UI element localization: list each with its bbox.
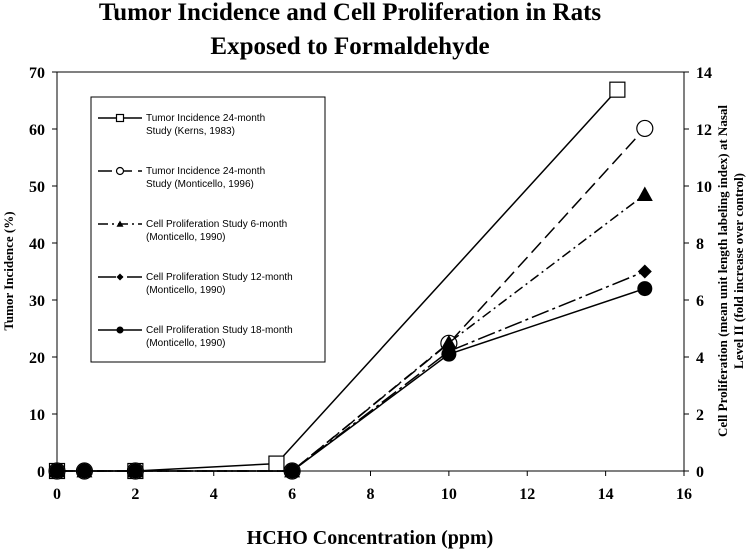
chart-title-line-2: Exposed to Formaldehyde xyxy=(210,33,489,60)
series-4-point-3 xyxy=(284,463,300,479)
x-tick-label-3: 6 xyxy=(288,486,296,503)
x-tick-label-8: 16 xyxy=(676,486,692,503)
y2-tick-label-0: 0 xyxy=(696,464,704,481)
series-4-point-1 xyxy=(76,463,92,479)
legend-marker-3 xyxy=(116,273,124,281)
x-tick-label-6: 12 xyxy=(519,486,535,503)
y-tick-label-6: 60 xyxy=(29,122,45,139)
series-layer xyxy=(48,81,654,480)
legend-label-4-0: Cell Proliferation Study 18-month xyxy=(146,325,293,336)
x-tick-label-2: 4 xyxy=(210,486,218,503)
x-tick-label-5: 10 xyxy=(441,486,457,503)
y-tick-label-1: 10 xyxy=(29,407,45,424)
series-0-point-2 xyxy=(268,455,285,472)
y-tick-label-2: 20 xyxy=(29,350,45,367)
x-tick-label-4: 8 xyxy=(367,486,375,503)
y2-axis-title-line-2: Level II (fold increase over control) xyxy=(731,173,746,369)
series-3-point-5 xyxy=(637,264,652,279)
y-tick-label-5: 50 xyxy=(29,179,45,196)
y2-tick-label-7: 14 xyxy=(696,65,712,82)
y-tick-label-0: 0 xyxy=(37,464,45,481)
legend-label-3-1: (Monticello, 1990) xyxy=(146,285,225,296)
legend-marker-1 xyxy=(115,166,125,176)
y-tick-label-7: 70 xyxy=(29,65,45,82)
y2-axis-title: Cell Proliferation (mean unit length lab… xyxy=(715,105,746,437)
legend: Tumor Incidence 24-month Study (Kerns, 19… xyxy=(90,96,326,363)
y2-tick-label-1: 2 xyxy=(696,407,704,424)
x-tick-label-0: 0 xyxy=(53,486,61,503)
y-tick-label-3: 30 xyxy=(29,293,45,310)
legend-marker-2 xyxy=(116,220,124,227)
legend-marker-4 xyxy=(116,326,124,334)
y2-tick-label-3: 6 xyxy=(696,293,704,310)
series-4-point-4 xyxy=(441,346,457,362)
legend-label-3-0: Cell Proliferation Study 12-month xyxy=(146,272,293,283)
legend-label-1-0: Tumor Incidence 24-month xyxy=(146,166,265,177)
legend-label-0-0: Tumor Incidence 24-month xyxy=(146,113,265,124)
legend-label-2-1: (Monticello, 1990) xyxy=(146,232,225,243)
y-tick-label-4: 40 xyxy=(29,236,45,253)
y-axis-title: Tumor Incidence (%) xyxy=(1,211,16,330)
y2-tick-label-5: 10 xyxy=(696,179,712,196)
x-axis-title: HCHO Concentration (ppm) xyxy=(247,527,494,549)
legend-label-1-1: Study (Monticello, 1996) xyxy=(146,179,254,190)
x-tick-label-1: 2 xyxy=(131,486,139,503)
legend-label-0-1: Study (Kerns, 1983) xyxy=(146,126,235,137)
series-2-point-4 xyxy=(440,334,457,350)
series-1-point-5 xyxy=(636,119,654,138)
legend-box xyxy=(90,96,326,363)
legend-label-2-0: Cell Proliferation Study 6-month xyxy=(146,219,287,230)
series-0-point-3 xyxy=(609,81,626,98)
y2-tick-label-6: 12 xyxy=(696,122,712,139)
series-4-point-2 xyxy=(127,463,143,479)
legend-marker-0 xyxy=(115,113,125,123)
chart-title-line-1: Tumor Incidence and Cell Proliferation i… xyxy=(99,0,602,26)
series-4-point-5 xyxy=(637,281,653,297)
series-4-point-0 xyxy=(49,463,65,479)
y2-tick-label-2: 4 xyxy=(696,350,704,367)
y2-axis-title-line-1: Cell Proliferation (mean unit length lab… xyxy=(715,105,730,437)
legend-label-4-1: (Monticello, 1990) xyxy=(146,338,225,349)
x-tick-label-7: 14 xyxy=(598,486,614,503)
series-2-point-5 xyxy=(636,186,653,201)
y2-tick-label-4: 8 xyxy=(696,236,704,253)
